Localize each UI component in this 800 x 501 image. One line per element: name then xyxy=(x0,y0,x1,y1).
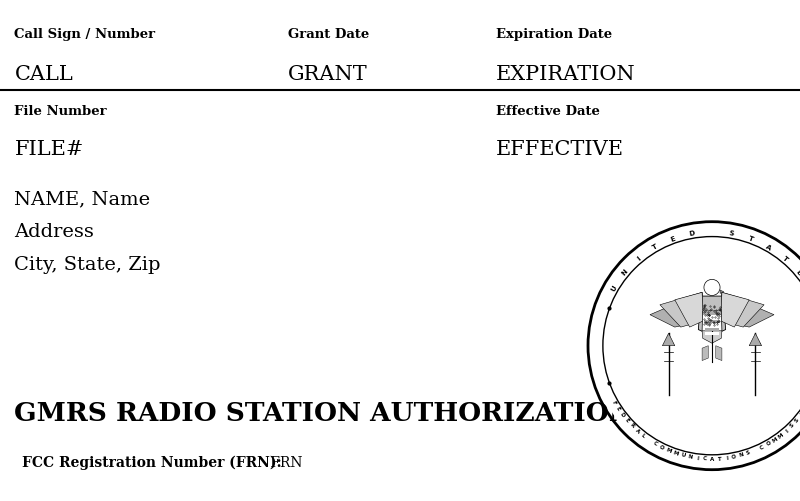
Text: E: E xyxy=(623,417,630,423)
Text: D: D xyxy=(618,411,626,418)
Text: EXPIRATION: EXPIRATION xyxy=(496,65,636,84)
Polygon shape xyxy=(662,333,675,346)
Text: Address: Address xyxy=(14,223,94,241)
Text: I: I xyxy=(696,455,698,461)
Text: E: E xyxy=(670,235,677,242)
Polygon shape xyxy=(716,346,722,361)
Text: GMRS RADIO STATION AUTHORIZATION: GMRS RADIO STATION AUTHORIZATION xyxy=(14,401,633,426)
Polygon shape xyxy=(702,346,708,361)
Polygon shape xyxy=(750,333,762,346)
Text: O: O xyxy=(766,440,772,447)
Polygon shape xyxy=(721,293,774,327)
Polygon shape xyxy=(721,293,750,327)
Text: Call Sign / Number: Call Sign / Number xyxy=(14,28,155,41)
Text: CALL: CALL xyxy=(14,65,73,84)
Text: I: I xyxy=(785,428,790,433)
Text: Grant Date: Grant Date xyxy=(288,28,370,41)
Polygon shape xyxy=(702,331,722,343)
Polygon shape xyxy=(705,332,719,335)
Polygon shape xyxy=(698,296,726,336)
Polygon shape xyxy=(675,293,703,327)
Polygon shape xyxy=(702,312,722,315)
Text: T: T xyxy=(652,243,659,252)
Text: C: C xyxy=(702,456,706,461)
Polygon shape xyxy=(660,293,703,327)
Text: C: C xyxy=(759,444,765,450)
Text: D: D xyxy=(689,230,696,237)
Text: N: N xyxy=(738,452,744,458)
Text: N: N xyxy=(687,454,693,460)
Polygon shape xyxy=(650,293,703,327)
Text: I: I xyxy=(636,256,642,262)
Polygon shape xyxy=(705,328,719,331)
Text: T: T xyxy=(747,235,754,243)
Polygon shape xyxy=(704,324,720,327)
Ellipse shape xyxy=(592,225,800,466)
Text: S: S xyxy=(746,450,751,456)
Text: A: A xyxy=(765,243,773,252)
Text: I: I xyxy=(726,455,728,461)
Text: M: M xyxy=(672,450,679,456)
Polygon shape xyxy=(702,311,722,338)
Text: S: S xyxy=(789,423,795,429)
Text: A: A xyxy=(710,456,714,461)
Text: U: U xyxy=(680,452,686,458)
Text: EFFECTIVE: EFFECTIVE xyxy=(496,140,624,159)
Text: E: E xyxy=(614,406,621,412)
Text: S: S xyxy=(794,417,800,424)
Text: U: U xyxy=(610,285,618,293)
Ellipse shape xyxy=(604,238,800,453)
Text: A: A xyxy=(634,428,641,434)
Text: Effective Date: Effective Date xyxy=(496,105,600,118)
Text: NAME, Name: NAME, Name xyxy=(14,190,150,208)
Text: FRN: FRN xyxy=(266,456,303,470)
Text: M: M xyxy=(665,447,672,454)
Text: City, State, Zip: City, State, Zip xyxy=(14,256,161,274)
Text: GRANT: GRANT xyxy=(288,65,368,84)
Text: T: T xyxy=(781,255,789,263)
Text: C: C xyxy=(652,441,658,447)
Ellipse shape xyxy=(704,280,720,296)
Polygon shape xyxy=(721,293,764,327)
Text: O: O xyxy=(658,444,665,451)
Text: M: M xyxy=(771,436,778,443)
Text: T: T xyxy=(718,456,722,461)
Polygon shape xyxy=(703,316,721,319)
Text: E: E xyxy=(795,269,800,277)
Text: File Number: File Number xyxy=(14,105,107,118)
Text: N: N xyxy=(621,269,630,277)
Text: O: O xyxy=(731,454,737,460)
Text: Expiration Date: Expiration Date xyxy=(496,28,612,41)
Text: M: M xyxy=(778,432,785,439)
Polygon shape xyxy=(720,290,724,294)
Text: R: R xyxy=(629,423,635,429)
Polygon shape xyxy=(704,320,720,323)
Text: S: S xyxy=(729,230,734,237)
Text: FILE#: FILE# xyxy=(14,140,84,159)
Text: FCC Registration Number (FRN):: FCC Registration Number (FRN): xyxy=(22,456,282,470)
Text: L: L xyxy=(640,433,646,439)
Text: F: F xyxy=(610,399,617,405)
